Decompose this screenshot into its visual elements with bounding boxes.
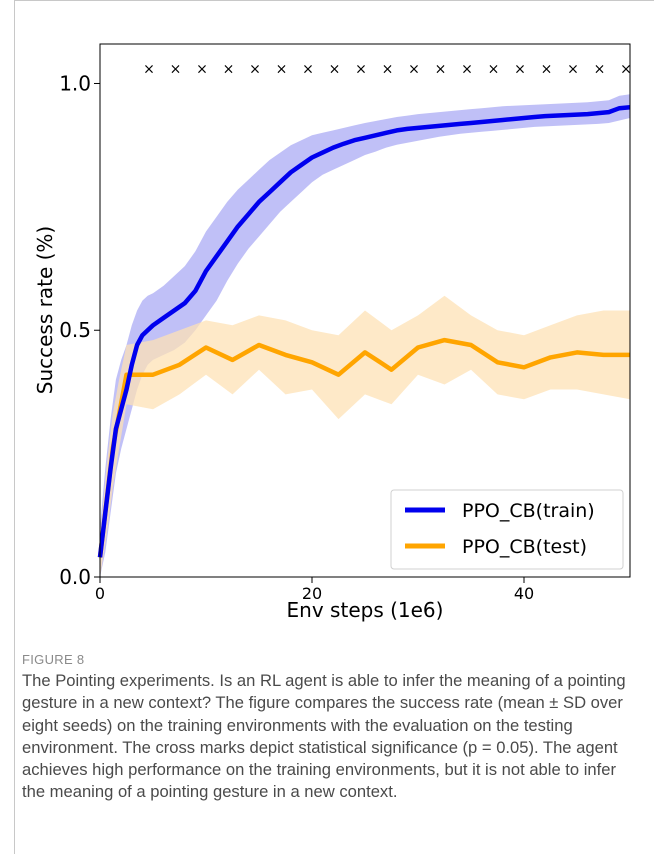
significance-marker: × bbox=[223, 62, 235, 78]
plot-area bbox=[99, 43, 631, 578]
y-axis-label: Success rate (%) bbox=[33, 226, 57, 394]
significance-marker: × bbox=[249, 62, 261, 78]
significance-marker: × bbox=[143, 62, 155, 78]
figure-frame bbox=[14, 0, 654, 854]
significance-marker: × bbox=[382, 62, 394, 78]
series-line-test bbox=[97, 337, 630, 558]
significance-marker: × bbox=[355, 62, 367, 78]
significance-marker: × bbox=[196, 62, 208, 78]
significance-marker: × bbox=[408, 62, 420, 78]
caption-text: The Pointing experiments. Is an RL agent… bbox=[22, 671, 626, 802]
success-rate-chart: × × × × × × × × × × × × × × × × × × × 0 20 40 0.0 0.5 1.0 Env … bbox=[33, 43, 632, 622]
caption-label: FIGURE 8 bbox=[22, 652, 85, 667]
legend-label-train: PPO_CB(train) bbox=[462, 500, 595, 522]
significance-marker: × bbox=[567, 62, 579, 78]
significance-marker: × bbox=[594, 62, 606, 78]
significance-marker: × bbox=[488, 62, 500, 78]
significance-marker: × bbox=[461, 62, 473, 78]
significance-marker: × bbox=[329, 62, 341, 78]
legend: PPO_CB(train) PPO_CB(test) bbox=[390, 489, 624, 570]
x-tick-label: 20 bbox=[302, 584, 322, 603]
x-tick-label: 40 bbox=[514, 584, 534, 603]
sd-band-train bbox=[100, 94, 630, 578]
significance-marker: × bbox=[170, 62, 182, 78]
legend-box bbox=[390, 489, 624, 570]
x-axis-label: Env steps (1e6) bbox=[287, 598, 444, 622]
significance-marker: × bbox=[435, 62, 447, 78]
significance-marker: × bbox=[620, 62, 632, 78]
x-tick-label: 0 bbox=[95, 584, 105, 603]
y-tick-label: 0.0 bbox=[59, 565, 91, 589]
series-line-train bbox=[97, 104, 631, 558]
significance-marker: × bbox=[276, 62, 288, 78]
y-tick-label: 0.5 bbox=[59, 318, 91, 342]
figure-caption: FIGURE 8 The Pointing experiments. Is an… bbox=[22, 652, 642, 804]
sd-band-test bbox=[100, 295, 630, 577]
significance-marker: × bbox=[302, 62, 314, 78]
significance-marker: × bbox=[514, 62, 526, 78]
y-tick-label: 1.0 bbox=[59, 71, 91, 95]
significance-marker: × bbox=[541, 62, 553, 78]
legend-label-test: PPO_CB(test) bbox=[462, 536, 587, 558]
